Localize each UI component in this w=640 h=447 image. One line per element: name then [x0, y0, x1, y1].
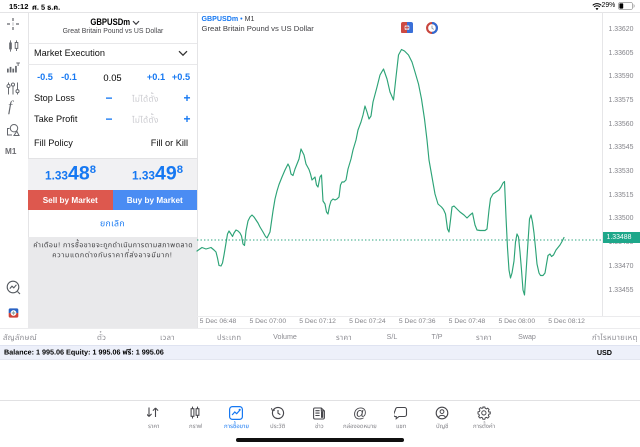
- svg-text:@: @: [353, 406, 367, 420]
